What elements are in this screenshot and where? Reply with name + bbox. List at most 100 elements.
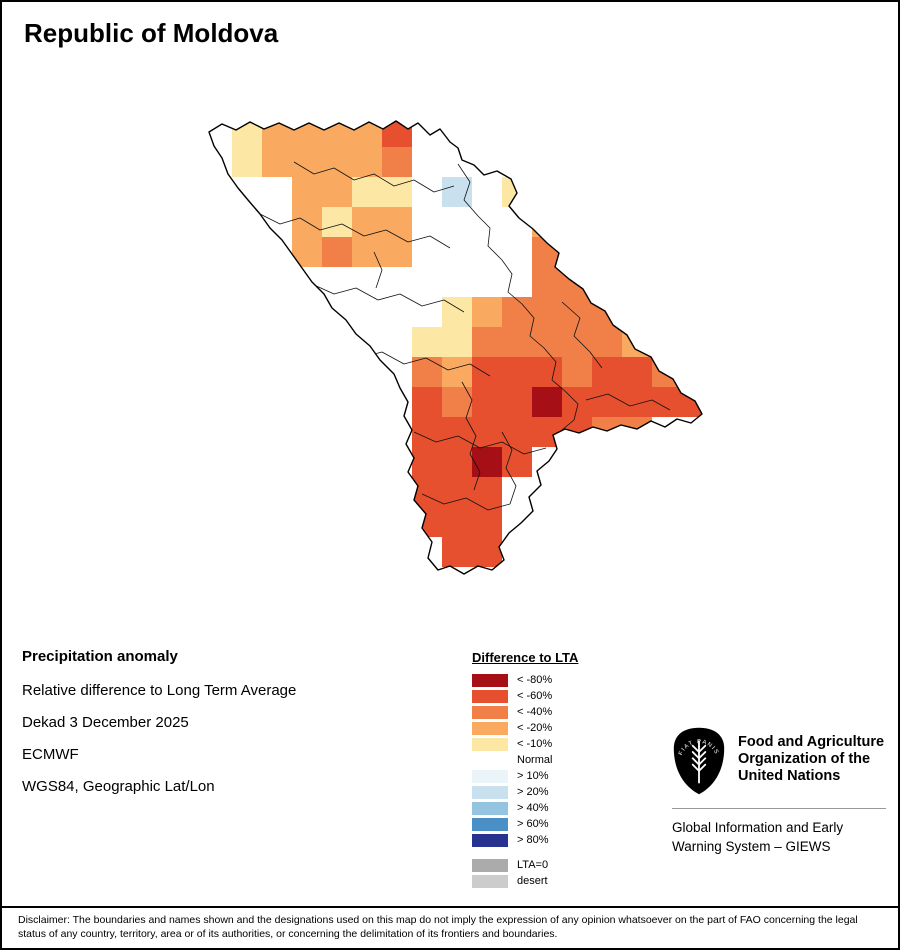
legend-row: desert: [472, 873, 578, 889]
map-cell: [652, 387, 682, 417]
legend-label: Normal: [517, 754, 553, 766]
fao-org-line: Organization of the: [738, 751, 871, 767]
legend-swatch: [472, 833, 508, 847]
map-cell: [622, 267, 652, 297]
map-cell: [472, 447, 502, 477]
legend-label: > 80%: [517, 834, 549, 846]
legend-label: < -80%: [517, 674, 553, 686]
legend-gap: [472, 848, 578, 857]
map-cell: [622, 357, 652, 387]
map-cells-layer: [232, 121, 702, 567]
map-cell: [622, 387, 652, 417]
map-cell: [412, 387, 442, 417]
map-cell: [322, 147, 352, 177]
legend-row: < -80%: [472, 672, 578, 688]
map-cell: [502, 447, 532, 477]
legend-row: < -10%: [472, 736, 578, 752]
legend-row: > 80%: [472, 832, 578, 848]
map-cell: [322, 177, 352, 207]
map-cell: [532, 267, 562, 297]
map-cell: [322, 121, 352, 147]
legend-swatch: [472, 785, 508, 799]
map-cell: [412, 447, 442, 477]
fao-divider: [672, 808, 886, 809]
map-cell: [442, 387, 472, 417]
legend-swatch: [472, 705, 508, 719]
fao-block: FIAT PANIS Food and Agriculture Organiza…: [672, 726, 886, 856]
legend-label: > 60%: [517, 818, 549, 830]
info-line-dekad: Dekad 3 December 2025: [22, 714, 189, 731]
map-cell: [652, 357, 682, 387]
legend-swatch: [472, 858, 508, 872]
fao-logo: FIAT PANIS: [673, 727, 725, 795]
legend-row: < -60%: [472, 688, 578, 704]
map-cell: [472, 537, 502, 567]
map-cell: [472, 297, 502, 327]
legend-row: Normal: [472, 752, 578, 768]
map-cell: [262, 121, 292, 147]
legend-label: desert: [517, 875, 548, 887]
page-title: Republic of Moldova: [24, 18, 279, 48]
legend-row: < -40%: [472, 704, 578, 720]
legend-row: > 60%: [472, 816, 578, 832]
fao-org-line: United Nations: [738, 768, 841, 784]
map-cell: [562, 237, 592, 267]
map-cell: [532, 357, 562, 387]
map-cell: [562, 297, 592, 327]
map-cell: [352, 177, 382, 207]
map-cell: [622, 327, 652, 357]
legend-label: > 10%: [517, 770, 549, 782]
map-cell: [502, 327, 532, 357]
legend-swatch: [472, 673, 508, 687]
map-cell: [292, 147, 322, 177]
legend-label: LTA=0: [517, 859, 549, 871]
map-cell: [472, 417, 502, 447]
map-cell: [562, 267, 592, 297]
legend-label: < -40%: [517, 706, 553, 718]
map-cell: [532, 387, 562, 417]
map-subtitle: Precipitation anomaly: [22, 648, 178, 665]
map-cell: [502, 357, 532, 387]
legend-label: < -60%: [517, 690, 553, 702]
map-cell: [442, 447, 472, 477]
giews-label: Global Information and Early Warning Sys…: [672, 818, 886, 856]
map-cell: [292, 177, 322, 207]
map-cell: [352, 121, 382, 147]
map-cell: [532, 177, 562, 207]
map-cell: [382, 147, 412, 177]
map-info-block: Precipitation anomaly Relative differenc…: [22, 648, 296, 810]
legend-label: < -10%: [517, 738, 553, 750]
map-cell: [232, 121, 262, 147]
wheat-icon: [691, 740, 707, 784]
map-cell: [442, 507, 472, 537]
map-cell: [382, 207, 412, 237]
giews-line: Warning System – GIEWS: [672, 839, 831, 854]
map-cell: [592, 387, 622, 417]
legend-swatch: [472, 801, 508, 815]
map-cell: [322, 207, 352, 237]
info-line-method: Relative difference to Long Term Average: [22, 682, 297, 699]
map-cell: [412, 507, 442, 537]
map-cell: [472, 507, 502, 537]
map-cell: [562, 207, 592, 237]
map-cell: [562, 357, 592, 387]
map-cell: [442, 177, 472, 207]
legend-label: > 40%: [517, 802, 549, 814]
legend: Difference to LTA < -80% < -60% < -40% < -2…: [472, 650, 578, 889]
info-line-projection: WGS84, Geographic Lat/Lon: [22, 778, 215, 795]
map-cell: [232, 147, 262, 177]
fao-org-name: Food and Agriculture Organization of the…: [738, 726, 884, 785]
legend-row: > 10%: [472, 768, 578, 784]
legend-swatch: [472, 689, 508, 703]
map-cell: [502, 387, 532, 417]
country-boundary: [208, 120, 703, 575]
legend-row: LTA=0: [472, 857, 578, 873]
map-cell: [292, 121, 322, 147]
info-line-source: ECMWF: [22, 746, 79, 763]
map-cell: [412, 417, 442, 447]
map-cell: [472, 327, 502, 357]
map-cell: [682, 387, 702, 417]
legend-title: Difference to LTA: [472, 650, 579, 665]
